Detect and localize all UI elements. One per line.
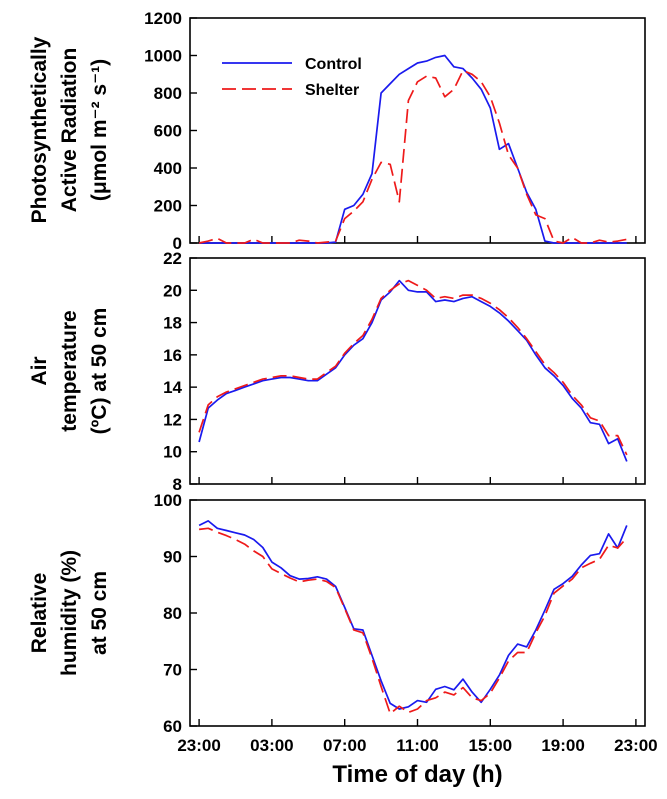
y-axis-title-line: (ºC) at 50 cm [88,308,111,435]
legend: Control Shelter [222,56,362,99]
y-tick-label: 800 [154,84,182,103]
x-tick-label: 11:00 [396,736,439,755]
y-tick-label: 20 [163,281,182,300]
x-tick-label: 07:00 [323,736,366,755]
y-tick-label: 100 [154,491,182,510]
y-tick-label: 1000 [144,47,182,66]
y-tick-label: 0 [173,234,182,253]
control-series-line [198,520,628,710]
plot-frame [189,499,646,727]
y-tick-label: 8 [173,475,182,494]
y-tick-label: 200 [154,197,182,216]
y-tick-label: 18 [163,314,182,333]
x-tick-label: 23:00 [177,736,220,755]
y-axis-title: Air temperature (ºC) at 50 cm [28,308,111,435]
shelter-series-line [198,279,628,456]
y-tick-label: 70 [163,661,182,680]
y-tick-label: 90 [163,548,182,567]
y-axis-title-line: Air [28,356,51,385]
x-tick-label: 23:00 [614,736,657,755]
plot-frame [189,17,646,244]
y-axis-title-line: temperature [58,310,81,431]
y-tick-label: 14 [163,378,182,397]
y-axis-title-line: Relative [28,573,51,654]
y-axis-title-line: at 50 cm [88,571,111,655]
shelter-series-line [198,527,628,715]
x-axis-title: Time of day (h) [332,761,502,788]
legend-control-label: Control [305,56,362,73]
x-tick-label: 03:00 [250,736,293,755]
panel-3: 60 70 80 90 100 Relative humidity (%) at 50 cm [28,491,646,736]
y-axis-title-line: humidity (%) [58,550,81,676]
panel-2: 8 10 12 14 16 18 20 22 Air temperature (ºC) at 50 … [28,249,646,494]
y-tick-label: 16 [163,346,182,365]
control-series-line [199,54,627,244]
y-tick-label: 22 [163,249,182,268]
x-tick-label: 19:00 [541,736,584,755]
control-series-line [198,279,628,462]
y-tick-label: 10 [163,443,182,462]
y-tick-label: 12 [163,410,182,429]
y-axis-title-line: Photosynthetically [28,36,51,223]
legend-shelter-label: Shelter [305,82,359,99]
panel-1: 0 200 400 600 800 1000 1200 Photosynthetically A… [28,9,646,253]
y-tick-label: 600 [154,122,182,141]
y-tick-label: 1200 [144,9,182,28]
y-tick-label: 80 [163,604,182,623]
y-tick-label: 400 [154,159,182,178]
shelter-series-line [198,69,627,244]
y-axis-title: Photosynthetically Active Radiation (μmol … [28,36,111,223]
y-axis-title-line: Active Radiation [58,48,81,213]
y-tick-label: 60 [163,717,182,736]
y-axis-title: Relative humidity (%) at 50 cm [28,550,111,676]
y-axis-title-line: (μmol m⁻² s⁻¹) [88,59,111,201]
x-tick-label: 15:00 [469,736,512,755]
